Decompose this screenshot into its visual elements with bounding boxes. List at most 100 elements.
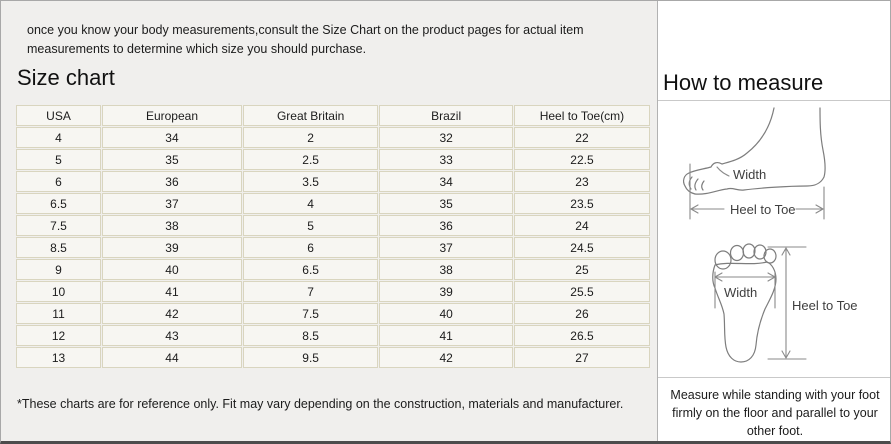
table-cell: 36: [379, 215, 513, 236]
table-cell: 26: [513, 303, 650, 324]
table-cell: 23: [513, 171, 650, 192]
size-chart-footnote: *These charts are for reference only. Fi…: [17, 397, 624, 411]
table-cell: 25.5: [513, 281, 650, 302]
table-cell: 10: [16, 281, 102, 302]
table-cell: 40: [379, 303, 513, 324]
table-cell: 7.5: [16, 215, 102, 236]
table-cell: 38: [102, 215, 242, 236]
column-header: European: [102, 105, 242, 126]
table-cell: 26.5: [513, 325, 650, 346]
column-header: Great Britain: [242, 105, 379, 126]
table-cell: 12: [16, 325, 102, 346]
foot-side-toes: [683, 172, 705, 195]
sole-length-arrow: [781, 247, 791, 359]
toe-4: [753, 244, 767, 260]
table-cell: 24: [513, 215, 650, 236]
table-cell: 5: [242, 215, 379, 236]
table-cell: 39: [379, 281, 513, 302]
table-row: 10 41 7 39 25.5: [16, 281, 650, 302]
table-cell: 23.5: [513, 193, 650, 214]
table-cell: 35: [379, 193, 513, 214]
sole-length-label: Heel to Toe: [792, 298, 858, 313]
size-table-header: USA European Great Britain Brazil Heel to To…: [16, 105, 650, 126]
table-row: 8.5 39 6 37 24.5: [16, 237, 650, 258]
table-cell: 9.5: [242, 347, 379, 368]
table-cell: 34: [102, 127, 242, 148]
side-width-label: Width: [733, 167, 766, 182]
table-cell: 39: [102, 237, 242, 258]
sole-length-ticks: [767, 246, 807, 360]
table-cell: 2: [242, 127, 379, 148]
table-cell: 6.5: [16, 193, 102, 214]
table-cell: 4: [16, 127, 102, 148]
table-cell: 22.5: [513, 149, 650, 170]
intro-text: once you know your body measurements,con…: [27, 23, 584, 56]
table-cell: 8.5: [242, 325, 379, 346]
table-cell: 40: [102, 259, 242, 280]
table-cell: 3.5: [242, 171, 379, 192]
table-row: 6 36 3.5 34 23: [16, 171, 650, 192]
table-cell: 37: [379, 237, 513, 258]
sole-width-ticks: [714, 271, 776, 309]
table-cell: 35: [102, 149, 242, 170]
table-cell: 42: [379, 347, 513, 368]
foot-side-sole-line: [694, 107, 826, 195]
table-cell: 8.5: [16, 237, 102, 258]
table-row: 6.5 37 4 35 23.5: [16, 193, 650, 214]
header-row: USA European Great Britain Brazil Heel to To…: [16, 105, 650, 126]
toe-2: [729, 244, 745, 262]
table-cell: 7.5: [242, 303, 379, 324]
table-row: 9 40 6.5 38 25: [16, 259, 650, 280]
size-chart-title: Size chart: [17, 65, 115, 90]
table-cell: 33: [379, 149, 513, 170]
table-cell: 34: [379, 171, 513, 192]
table-cell: 36: [102, 171, 242, 192]
table-cell: 32: [379, 127, 513, 148]
column-header: USA: [16, 105, 102, 126]
table-cell: 41: [379, 325, 513, 346]
table-cell: 6: [16, 171, 102, 192]
toe-5: [763, 248, 777, 264]
column-header: Brazil: [379, 105, 513, 126]
table-cell: 5: [16, 149, 102, 170]
table-cell: 24.5: [513, 237, 650, 258]
table-row: 11 42 7.5 40 26: [16, 303, 650, 324]
measure-header: How to measure: [658, 1, 890, 101]
table-cell: 42: [102, 303, 242, 324]
foot-sole-outline: [712, 261, 777, 363]
table-cell: 22: [513, 127, 650, 148]
table-cell: 6: [242, 237, 379, 258]
table-cell: 41: [102, 281, 242, 302]
table-cell: 7: [242, 281, 379, 302]
table-cell: 37: [102, 193, 242, 214]
side-measure-arrow: [690, 204, 824, 214]
table-row: 4 34 2 32 22: [16, 127, 650, 148]
table-cell: 4: [242, 193, 379, 214]
table-cell: 38: [379, 259, 513, 280]
how-to-measure-title: How to measure: [663, 70, 824, 95]
table-cell: 27: [513, 347, 650, 368]
table-cell: 2.5: [242, 149, 379, 170]
foot-side-diagram: Width Heel to Toe: [683, 107, 826, 220]
sole-width-label: Width: [724, 285, 757, 300]
table-cell: 44: [102, 347, 242, 368]
width-pointer-line: [716, 166, 730, 177]
toe-3: [742, 243, 756, 259]
table-cell: 13: [16, 347, 102, 368]
foot-side-outline: [688, 107, 775, 174]
table-cell: 9: [16, 259, 102, 280]
size-table-body: 4 34 2 32 22 5 35 2.5 33 22.5 6 36 3.5 34 23 6.5 37 4 35 23…: [16, 127, 650, 368]
column-header: Heel to Toe(cm): [513, 105, 650, 126]
side-measure-ticks: [689, 163, 825, 220]
table-cell: 6.5: [242, 259, 379, 280]
sole-width-arrow: [714, 272, 776, 282]
size-table: USA European Great Britain Brazil Heel to To…: [15, 104, 651, 369]
table-row: 13 44 9.5 42 27: [16, 347, 650, 368]
foot-sole-diagram: Width Heel to Toe: [712, 243, 858, 363]
table-row: 5 35 2.5 33 22.5: [16, 149, 650, 170]
how-to-measure-panel: How to measure Width Heel to Toe: [657, 1, 890, 441]
table-row: 12 43 8.5 41 26.5: [16, 325, 650, 346]
measure-note: Measure while standing with your foot fi…: [658, 377, 890, 441]
table-cell: 25: [513, 259, 650, 280]
